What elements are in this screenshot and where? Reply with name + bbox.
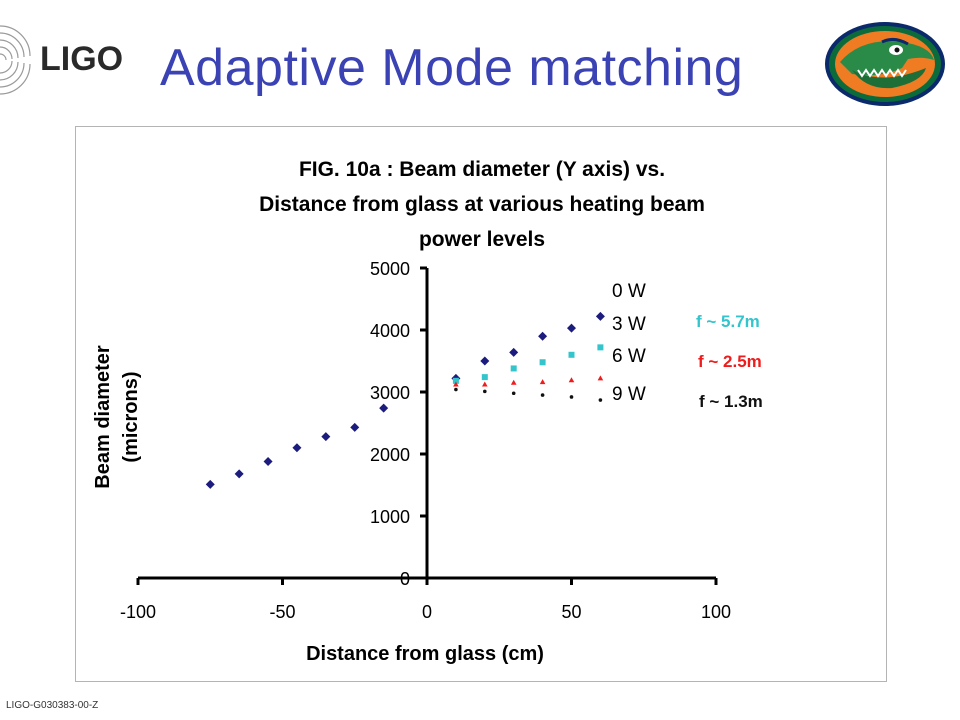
focal-length-annotation: f ~ 2.5m	[698, 352, 762, 371]
ligo-logo-text: LIGO	[40, 40, 123, 78]
series-label: 0 W	[612, 281, 646, 302]
data-point-dot	[598, 398, 603, 402]
data-point-dot	[454, 387, 458, 392]
chart-title: FIG. 10a : Beam diameter (Y axis) vs. Di…	[259, 158, 705, 251]
data-point-dot	[540, 393, 545, 397]
data-point-diamond	[205, 479, 215, 489]
data-marks	[205, 311, 605, 489]
y-tick-label: 0	[400, 569, 410, 589]
data-point-triangle	[597, 375, 604, 381]
data-point-triangle	[510, 379, 517, 385]
series-label: 3 W	[612, 314, 646, 335]
data-point-square	[452, 377, 459, 384]
data-point-triangle	[539, 379, 546, 385]
series-labels: 0 W 3 W 6 W 9 W f ~ 5.7m f ~ 2.5m f ~ 1.3m	[612, 281, 763, 411]
x-tick-label: 100	[701, 602, 731, 622]
chart-frame: FIG. 10a : Beam diameter (Y axis) vs. Di…	[75, 126, 887, 682]
data-point-square	[481, 374, 488, 381]
y-axis-label-line-1: Beam diameter	[92, 345, 114, 489]
focal-length-annotation: f ~ 5.7m	[696, 312, 760, 331]
data-point-diamond	[567, 323, 576, 333]
ligo-logo-arcs	[0, 25, 31, 95]
series-label: 9 W	[612, 384, 646, 405]
data-point-triangle	[482, 381, 488, 387]
data-point-diamond	[321, 432, 331, 442]
y-tick-label: 3000	[370, 383, 410, 403]
data-point-diamond	[234, 469, 244, 479]
data-point-diamond	[538, 331, 548, 341]
chart: FIG. 10a : Beam diameter (Y axis) vs. Di…	[92, 158, 763, 665]
x-axis-label: Distance from glass (cm)	[306, 643, 544, 665]
series-label: 6 W	[612, 346, 646, 367]
data-point-square	[568, 351, 575, 358]
chart-title-line-1: FIG. 10a : Beam diameter (Y axis) vs.	[299, 158, 665, 181]
y-tick-label: 5000	[370, 259, 410, 279]
data-point-dot	[569, 395, 574, 399]
chart-title-line-3: power levels	[419, 228, 545, 251]
page-title: Adaptive Mode matching	[160, 39, 744, 97]
data-point-square	[539, 359, 546, 366]
y-axis-label: Beam diameter (microns)	[92, 345, 142, 489]
data-point-triangle	[568, 377, 575, 383]
chart-title-line-2: Distance from glass at various heating b…	[259, 193, 705, 216]
x-tick-label: -50	[269, 602, 295, 622]
data-point-diamond	[292, 443, 302, 453]
document-id: LIGO-G030383-00-Z	[6, 700, 99, 711]
x-tick-label: -100	[120, 602, 156, 622]
y-tick-label: 1000	[370, 507, 410, 527]
y-tick-label: 4000	[370, 321, 410, 341]
data-point-dot	[511, 391, 516, 396]
x-tick-label: 0	[422, 602, 432, 622]
data-point-diamond	[509, 347, 519, 357]
x-tick-label: 50	[561, 602, 581, 622]
ligo-logo: LIGO	[0, 25, 123, 95]
data-point-diamond	[480, 356, 490, 366]
data-point-diamond	[379, 403, 389, 413]
data-point-triangle	[453, 381, 459, 387]
data-point-diamond	[595, 311, 605, 321]
y-tick-label: 2000	[370, 445, 410, 465]
data-point-dot	[483, 389, 487, 394]
data-point-diamond	[350, 422, 360, 432]
gator-logo	[825, 22, 945, 106]
data-point-square	[597, 344, 604, 351]
y-axis-label-line-2: (microns)	[120, 371, 142, 462]
data-point-square	[510, 365, 517, 372]
focal-length-annotation: f ~ 1.3m	[699, 392, 763, 411]
data-point-diamond	[263, 456, 273, 466]
